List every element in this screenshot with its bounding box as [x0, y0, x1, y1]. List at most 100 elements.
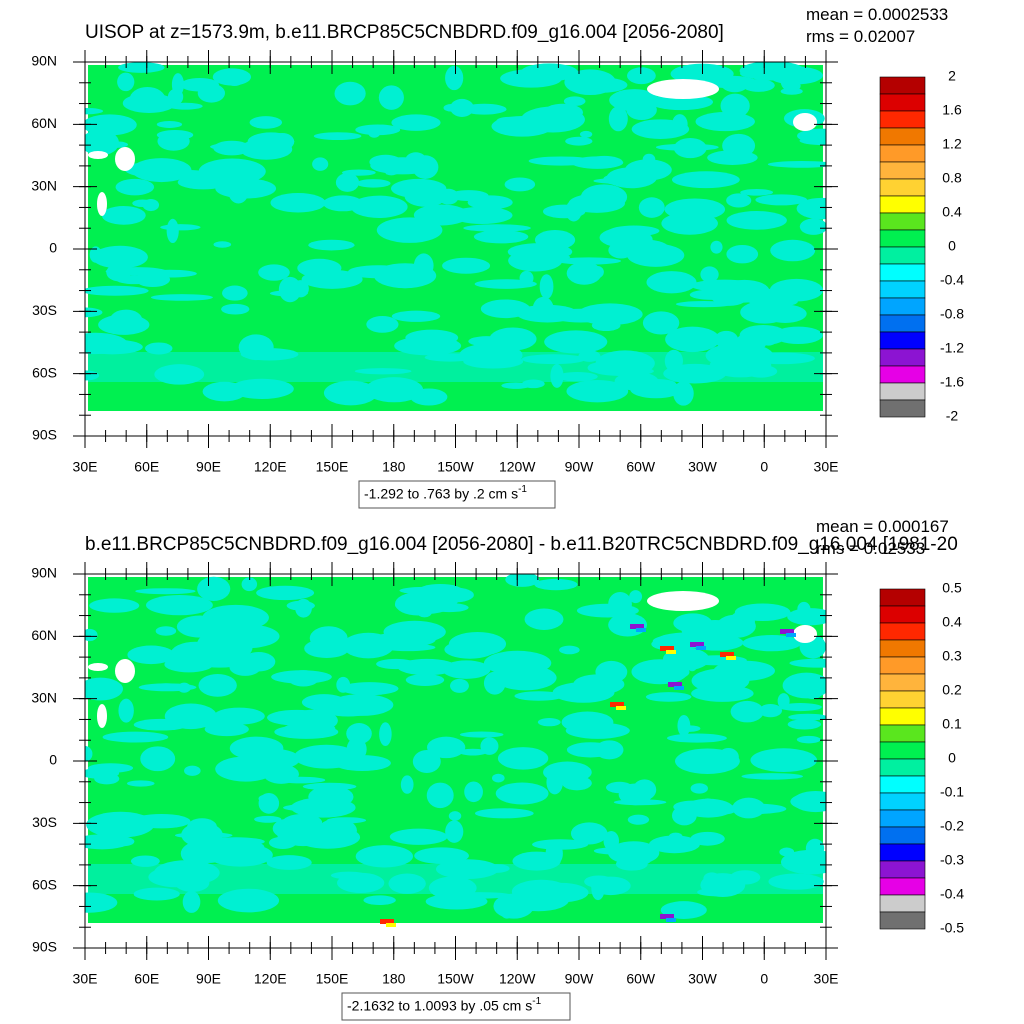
ice-patch: [793, 625, 817, 643]
lon-label: 150E: [316, 459, 349, 475]
colorbar-label: 0.4: [942, 614, 962, 630]
field-patch: [222, 285, 248, 301]
colorbar-box: [879, 775, 926, 794]
lon-label: 30W: [688, 459, 718, 475]
field-patch: [352, 757, 384, 771]
colorbar-label: 0.2: [942, 682, 962, 698]
field-patch: [603, 830, 620, 851]
field-patch: [405, 674, 445, 686]
lon-label: 30E: [73, 971, 98, 987]
field-patch: [788, 713, 826, 721]
colorbar-box: [879, 93, 926, 112]
field-patch: [566, 380, 629, 403]
lon-label: 180: [382, 971, 406, 987]
field-patch: [145, 342, 173, 355]
field-patch: [135, 588, 196, 595]
field-patch: [627, 67, 656, 85]
colorbar-label: 1.2: [942, 136, 962, 152]
lat-label: 30N: [31, 689, 57, 705]
colorbar-box: [879, 382, 926, 401]
field-patch: [779, 703, 822, 712]
field-patch: [295, 598, 312, 618]
field-patch: [207, 837, 265, 846]
lon-label: 0: [760, 459, 768, 475]
field-patch: [217, 888, 280, 913]
field-patch: [405, 152, 426, 167]
field-patch: [565, 136, 593, 146]
colorbar-label: -0.3: [940, 852, 964, 868]
info-frame: [358, 480, 556, 509]
field-patch: [700, 266, 719, 283]
field-patch: [292, 280, 309, 298]
colorbar-box: [879, 860, 926, 879]
field-patch: [312, 157, 329, 171]
field-patch: [283, 803, 339, 812]
info-sup: -1: [532, 996, 541, 1007]
field-patch: [740, 300, 790, 324]
anomaly-speck: [696, 646, 706, 650]
field-patch: [758, 704, 783, 718]
ice-patch: [647, 591, 719, 611]
field-patch: [229, 658, 261, 676]
colorbar-box: [879, 758, 926, 777]
field-patch: [124, 162, 172, 177]
map-field: [85, 574, 826, 927]
field-patch: [274, 725, 339, 739]
field-patch: [661, 212, 718, 235]
info-text: -2.1632 to 1.0093 by .05 cm s-1: [347, 996, 542, 1014]
field-patch: [366, 316, 399, 333]
field-patch: [176, 615, 224, 638]
field-patch: [371, 632, 436, 648]
colorbar-label: -0.1: [940, 784, 964, 800]
field-patch: [102, 731, 169, 743]
field-patch: [710, 240, 723, 254]
field-patch: [671, 171, 740, 189]
field-patch: [85, 767, 120, 779]
field-patch: [563, 96, 586, 107]
field-patch: [391, 178, 447, 199]
field-patch: [500, 69, 563, 88]
field-patch: [740, 189, 774, 196]
field-patch: [789, 658, 826, 668]
field-patch: [492, 773, 505, 783]
field-patch: [543, 761, 592, 783]
field-patch: [334, 81, 366, 106]
field-patch: [542, 204, 586, 219]
field-patch: [632, 779, 657, 801]
lat-label: 60N: [31, 115, 57, 131]
field-patch: [341, 169, 376, 176]
lon-label: 150E: [316, 971, 349, 987]
anomaly-speck: [780, 629, 794, 634]
ice-patch: [88, 151, 108, 159]
field-patch: [174, 832, 233, 839]
colorbar-box: [879, 144, 926, 163]
lon-label: 30E: [73, 459, 98, 475]
colorbar-box: [879, 314, 926, 333]
field-patch: [449, 678, 469, 693]
field-patch: [313, 132, 362, 141]
panel-title: b.e11.BRCP85C5CNBDRD.f09_g16.004 [2056-2…: [85, 534, 958, 555]
colorbar-box: [879, 588, 926, 607]
field-patch: [787, 608, 826, 626]
field-patch: [85, 677, 124, 701]
field-patch: [566, 261, 602, 285]
field-patch: [735, 332, 767, 353]
colorbar-label: -1.2: [940, 340, 964, 356]
colorbar-box: [879, 76, 926, 95]
field-patch: [249, 116, 283, 129]
lon-label: 180: [382, 459, 406, 475]
colorbar-box: [879, 690, 926, 709]
ice-patch: [115, 147, 135, 171]
field-patch: [665, 326, 720, 353]
field-patch: [378, 85, 404, 110]
panel: b.e11.BRCP85C5CNBDRD.f09_g16.004 [2056-2…: [31, 517, 964, 1021]
anomaly-speck: [660, 914, 674, 919]
colorbar-box: [879, 110, 926, 129]
lon-label: 120E: [254, 459, 287, 475]
field-patch: [413, 204, 470, 226]
field-patch: [394, 336, 462, 356]
field-patch: [799, 218, 826, 235]
field-patch: [730, 700, 764, 723]
map-field: [85, 62, 826, 411]
field-patch: [153, 650, 187, 663]
